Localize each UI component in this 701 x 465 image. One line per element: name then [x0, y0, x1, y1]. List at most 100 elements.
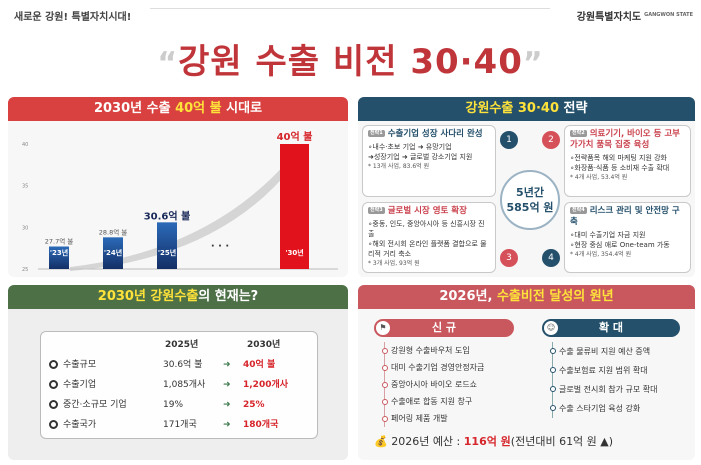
strategy-title: 전략4 리스크 관리 및 안전망 구축	[570, 206, 685, 228]
panel-header: 강원수출 30·40 전략	[358, 97, 695, 121]
title-part: 전략	[559, 101, 588, 116]
y-tick: 30	[22, 225, 28, 231]
table-row: 중간·소규모 기업 19% ➜ 25%	[41, 396, 319, 414]
bar-0	[49, 246, 69, 269]
center-line: 585억 원	[506, 201, 554, 214]
strategy-column-right: 전략2 의료기기, 바이오 등 고부가가치 품목 집중 육성 ∘전략품목 해외 마케…	[564, 125, 691, 273]
center-budget: 5년간 585억 원	[500, 170, 560, 230]
title-highlight: 2030년 강원수출	[97, 289, 199, 304]
strategy-box: 전략1 수출기업 성장 사다리 완성 ∘내수·초보 기업 ➜ 유망기업 ➜성장기업 ➜…	[362, 125, 496, 197]
quote-open: “	[157, 46, 179, 81]
panel-export-goal: 2030년 수출 40억 불 시대로 25 30 35 40 '23년 27.7억 불 '2…	[8, 97, 348, 277]
bar-category: '30년	[285, 248, 303, 257]
row-label-text: 중간·소규모 기업	[63, 400, 127, 410]
row-label-text: 수출기업	[63, 380, 97, 390]
panel-header: 2030년 강원수출의 현재는?	[8, 285, 348, 309]
pill-text: 신 규	[431, 321, 457, 334]
title-part: 2026년,	[439, 289, 497, 304]
title-highlight: 강원수출 30·40	[465, 101, 560, 116]
strategy-tag: 전략1	[368, 130, 385, 137]
row-label: 중간·소규모 기업	[49, 396, 127, 414]
budget-note: (전년대비 61억 원 ▲)	[510, 435, 614, 448]
strategy-title-text: 의료기기, 바이오 등 고부가가치 품목 집중 육성	[570, 129, 680, 150]
page-title: “강원 수출 비전 30·40”	[0, 40, 701, 86]
strategy-box: 전략3 글로벌 시장 영토 확장 ∘중동, 인도, 중앙아시아 등 신흥시장 진출 ∘…	[362, 201, 496, 273]
title-part: 시대로	[221, 101, 263, 116]
title-highlight: 수출비전 달성의 원년	[496, 289, 614, 304]
arrow-icon: ➜	[223, 400, 231, 410]
money-bag-icon: 💰	[374, 435, 388, 448]
arrow-icon: ➜	[223, 380, 231, 390]
value-2025: 1,085개사	[163, 380, 206, 390]
budget: 💰 2026년 예산 : 116억 원(전년대비 61억 원 ▲)	[374, 435, 613, 449]
strategy-box: 전략4 리스크 관리 및 안전망 구축 ∘대미 수출기업 자금 지원 ∘현장 중심 애…	[564, 201, 691, 273]
logo-en: GANGWON STATE	[644, 12, 693, 18]
row-label-text: 수출국가	[63, 420, 97, 430]
factory-icon	[49, 400, 58, 409]
strategy-center-column: 5년간 585억 원 1 2 3 4	[500, 125, 560, 273]
value-2030: 180개국	[243, 420, 279, 430]
bar-3	[280, 144, 309, 269]
list-item: 수출 스타기업 육성 강화	[550, 399, 658, 418]
row-label: 수출국가	[49, 416, 96, 434]
center-line: 5년간	[516, 186, 544, 199]
strategy-line: ∘현장 중심 애로 One-team 가동	[570, 240, 670, 249]
list-item: 중앙아시아 바이오 로드쇼	[381, 376, 484, 393]
panel-2026: 2026년, 수출비전 달성의 원년 ⚑ 신 규 ☺ 확 대 강원형 수출바우처 도…	[358, 285, 695, 460]
strategy-line: ∘대미 수출기업 자금 지원	[570, 230, 646, 239]
people-icon: ☺	[544, 321, 558, 335]
strategy-note: * 13개 사업, 83.6억 원	[368, 163, 430, 170]
globe-icon	[49, 420, 58, 429]
strategy-box: 전략2 의료기기, 바이오 등 고부가가치 품목 집중 육성 ∘전략품목 해외 마케…	[564, 125, 691, 197]
strategy-line: ∘화장품·식품 등 소비재 수출 확대	[570, 164, 670, 172]
panel-strategy: 강원수출 30·40 전략 전략1 수출기업 성장 사다리 완성 ∘내수·초보 기업…	[358, 97, 695, 277]
flag-icon: ⚑	[376, 321, 390, 335]
strategy-tag: 전략4	[570, 206, 587, 214]
bar-1	[103, 237, 123, 269]
y-tick: 25	[22, 267, 28, 273]
list-item: 수출애로 합동 지원 창구	[381, 393, 484, 410]
logo: 강원특별자치도 GANGWON STATE	[577, 8, 693, 23]
row-label: 수출규모	[49, 356, 96, 374]
strategy-note: * 4개 사업, 53.4억 원	[570, 174, 628, 181]
table-row: 수출규모 30.6억 불 ➜ 40억 불	[41, 356, 319, 374]
budget-value: 116억 원	[463, 435, 511, 448]
strategy-tag: 전략2	[570, 130, 587, 137]
strategy-column-left: 전략1 수출기업 성장 사다리 완성 ∘내수·초보 기업 ➜ 유망기업 ➜성장기업 ➜…	[362, 125, 496, 273]
value-2030: 1,200개사	[243, 380, 289, 390]
strategy-number: 3	[500, 249, 518, 267]
table-header: 2025년 2030년	[41, 336, 319, 354]
title-part: 의 현재는?	[198, 289, 259, 304]
pill-text: 확 대	[598, 321, 624, 334]
divider	[150, 8, 550, 9]
expand-label: ☺ 확 대	[542, 319, 680, 337]
new-list: 강원형 수출바우처 도입 대미 수출기업 경영안정자금 중앙아시아 바이오 로드쇼 수…	[381, 342, 484, 427]
value-2030: 40억 불	[243, 360, 276, 370]
logo-text: 강원특별자치도	[576, 12, 642, 23]
list-item: 강원형 수출바우처 도입	[381, 342, 484, 359]
y-tick: 35	[22, 184, 28, 190]
bar-category: '23년	[50, 248, 68, 257]
table-row: 수출국가 171개국 ➜ 180개국	[41, 416, 319, 434]
slogan: 새로운 강원! 특별자치시대!	[14, 12, 132, 23]
strategy-line: ➜성장기업 ➜ 글로벌 강소기업 지원	[368, 153, 473, 161]
row-label-text: 수출규모	[63, 360, 97, 370]
data-label: 40억 불	[277, 131, 313, 143]
value-2030: 25%	[243, 400, 265, 410]
value-2025: 19%	[163, 400, 184, 410]
row-label: 수출기업	[49, 376, 96, 394]
budget-label: 2026년 예산 :	[391, 435, 464, 448]
list-item: 수출보험료 지원 범위 확대	[550, 361, 658, 380]
new-label: ⚑ 신 규	[374, 319, 514, 337]
strategy-title: 전략3 글로벌 시장 영토 확장	[368, 206, 490, 217]
strategy-title-text: 글로벌 시장 영토 확장	[387, 205, 467, 216]
strategy-number: 1	[500, 131, 518, 149]
strategy-title: 전략2 의료기기, 바이오 등 고부가가치 품목 집중 육성	[570, 129, 685, 151]
strategy-line: ∘중동, 인도, 중앙아시아 등 신흥시장 진출	[368, 219, 485, 238]
bar-category: '25년	[158, 248, 176, 257]
expand-list: 수출 물류비 지원 예산 증액 수출보험료 지원 범위 확대 글로벌 전시회 참가 …	[550, 342, 658, 418]
table-row: 수출기업 1,085개사 ➜ 1,200개사	[41, 376, 319, 394]
data-label: 28.8억 불	[99, 227, 128, 236]
strategy-area: 전략1 수출기업 성장 사다리 완성 ∘내수·초보 기업 ➜ 유망기업 ➜성장기업 ➜…	[358, 121, 695, 277]
